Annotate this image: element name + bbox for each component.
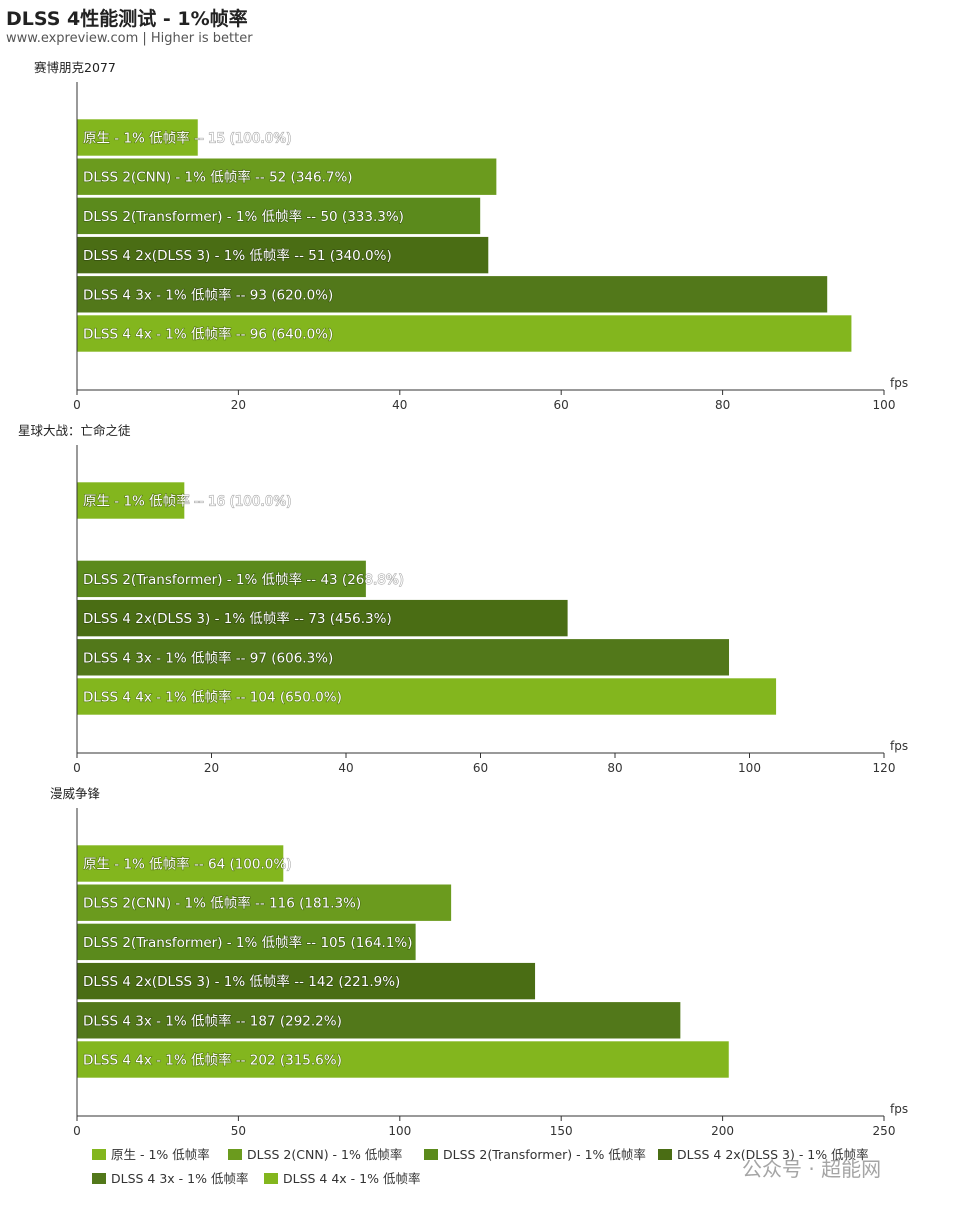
bar [76,314,853,353]
x-axis-label: fps [890,1102,908,1116]
x-tick-label: 60 [473,761,488,775]
legend-label: DLSS 4 3x - 1% 低帧率 [111,1171,248,1186]
legend-swatch [424,1149,438,1160]
bar-label: DLSS 4 2x(DLSS 3) - 1% 低帧率 -- 51 (340.0%… [83,247,392,264]
bar [76,883,452,922]
x-tick-label: 20 [231,398,246,412]
bar-label: DLSS 2(CNN) - 1% 低帧率 -- 52 (346.7%) [83,169,353,186]
chart-title: 赛博朋克2077 [34,60,116,75]
legend-swatch [658,1149,672,1160]
x-tick-label: 0 [73,761,81,775]
legend-swatch [264,1173,278,1184]
bar-label: DLSS 4 3x - 1% 低帧率 -- 93 (620.0%) [83,286,333,303]
bar-label: DLSS 4 2x(DLSS 3) - 1% 低帧率 -- 73 (456.3%… [83,610,392,627]
x-tick-label: 50 [231,1124,246,1138]
legend-label: DLSS 2(CNN) - 1% 低帧率 [247,1147,402,1162]
bar [76,157,497,196]
bar [76,677,777,716]
legend-label: DLSS 2(Transformer) - 1% 低帧率 [443,1147,646,1162]
x-axis-label: fps [890,739,908,753]
chart-title: 星球大战：亡命之徒 [18,423,131,438]
x-tick-label: 20 [204,761,219,775]
bar-label: DLSS 2(Transformer) - 1% 低帧率 -- 105 (164… [83,934,413,951]
x-tick-label: 250 [873,1124,896,1138]
bar-label: DLSS 2(Transformer) - 1% 低帧率 -- 43 (268.… [83,571,404,588]
bar [76,844,284,883]
bar-label: DLSS 4 3x - 1% 低帧率 -- 187 (292.2%) [83,1012,342,1029]
x-tick-label: 80 [607,761,622,775]
legend-swatch [228,1149,242,1160]
bar-label: 原生 - 1% 低帧率 -- 64 (100.0%) [83,856,291,873]
bar-label: DLSS 4 2x(DLSS 3) - 1% 低帧率 -- 142 (221.9… [83,973,400,990]
bar-label: DLSS 4 3x - 1% 低帧率 -- 97 (606.3%) [83,649,333,666]
x-tick-label: 150 [550,1124,573,1138]
bar-label: 原生 - 1% 低帧率 -- 15 (100.0%) [83,130,291,147]
bar [76,275,828,314]
legend-swatch [92,1149,106,1160]
x-tick-label: 100 [738,761,761,775]
x-tick-label: 40 [392,398,407,412]
x-tick-label: 0 [73,1124,81,1138]
bar [76,962,536,1000]
legend-label: DLSS 4 2x(DLSS 3) - 1% 低帧率 [677,1147,869,1162]
bar-label: DLSS 4 4x - 1% 低帧率 -- 96 (640.0%) [83,326,333,343]
bar [76,599,569,637]
x-tick-label: 80 [715,398,730,412]
chart-title: 漫威争锋 [50,786,101,801]
bar [76,923,417,961]
legend-label: DLSS 4 4x - 1% 低帧率 [283,1171,420,1186]
bar-label: DLSS 2(Transformer) - 1% 低帧率 -- 50 (333.… [83,208,404,225]
bar-label: DLSS 4 4x - 1% 低帧率 -- 202 (315.6%) [83,1052,342,1069]
bar [76,1001,681,1040]
x-tick-label: 200 [711,1124,734,1138]
bar [76,638,730,677]
x-tick-label: 120 [873,761,896,775]
x-axis-label: fps [890,376,908,390]
bar-label: DLSS 4 4x - 1% 低帧率 -- 104 (650.0%) [83,689,342,706]
bar [76,197,481,235]
x-tick-label: 40 [338,761,353,775]
x-tick-label: 0 [73,398,81,412]
bar [76,118,199,157]
page-subtitle: www.expreview.com | Higher is better [6,31,253,46]
x-tick-label: 100 [388,1124,411,1138]
legend-label: 原生 - 1% 低帧率 [111,1147,210,1162]
x-tick-label: 100 [873,398,896,412]
bar [76,1040,730,1079]
legend-swatch [92,1173,106,1184]
bar-label: 原生 - 1% 低帧率 -- 16 (100.0%) [83,493,291,510]
x-tick-label: 60 [554,398,569,412]
page-title: DLSS 4性能测试 - 1%帧率 [6,8,248,30]
bar [76,481,185,520]
bar [76,236,489,274]
watermark: 公众号 · 超能网 [742,1157,881,1181]
bar-label: DLSS 2(CNN) - 1% 低帧率 -- 116 (181.3%) [83,895,361,912]
